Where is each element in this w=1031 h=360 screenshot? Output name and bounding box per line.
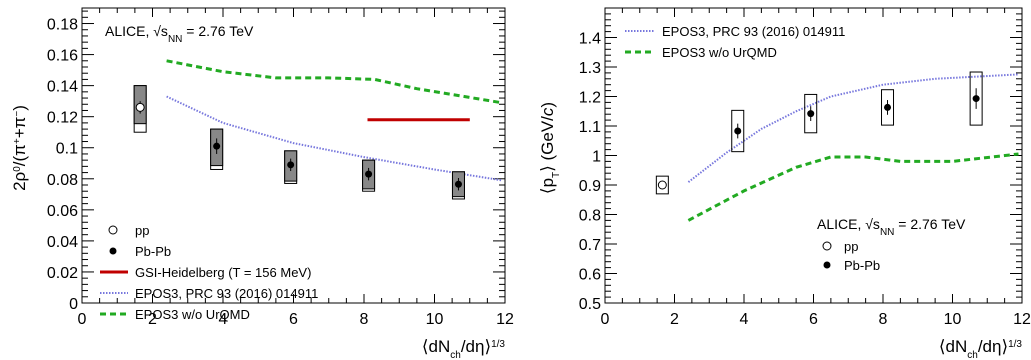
left-y-axis-label: 2ρ0/(π++π−) [10,105,29,191]
right-x-axis-label: ⟨dNch/dη⟩1/3 [939,337,1023,360]
right-ylabel-middle: ⟩ (GeV/ [538,116,557,172]
right-annotation-experiment: ALICE, [817,216,861,232]
left-y-tick-label: 0.08 [47,172,78,189]
right-legend-pbpb-marker [824,262,831,269]
right-y-tick-label: 0.5 [579,296,601,313]
left-y-tick-label: 0.14 [47,79,78,96]
right-xlabel-sup: 1/3 [1008,339,1022,350]
left-annotation-experiment: ALICE, [105,23,149,39]
right-y-tick-label: 1.3 [579,60,601,77]
right-legend-top: EPOS3, PRC 93 (2016) 014911 EPOS3 w/o Ur… [625,24,845,60]
right-legend-epos3wo-label: EPOS3 w/o UrQMD [662,45,777,60]
right-x-tick-label: 6 [809,311,818,328]
left-series-line-4 [167,61,502,103]
left-legend-pp-label: pp [135,223,149,238]
left-y-tick-label: 0.02 [47,265,78,282]
left-x-tick-label: 12 [496,311,514,328]
left-annotation-energy: = 2.76 TeV [186,23,254,39]
left-x-tick-label: 6 [289,311,298,328]
left-panel: 2ρ0/(π++π−) ⟨dNch/dη⟩1/3 ALICE, √sNN = 2… [10,8,514,360]
right-xlabel-prefix: ⟨dN [939,337,967,356]
right-series-line-3 [688,154,1018,220]
right-y-tick-label: 1.1 [579,119,601,136]
left-xlabel-middle: /dη⟩ [461,337,491,356]
left-data-point-pp [136,103,144,111]
right-xlabel-middle: /dη⟩ [978,337,1008,356]
right-y-tick-label: 0.8 [579,208,601,225]
right-x-tick-label: 2 [670,311,679,328]
right-legend-bottom: pp Pb-Pb [823,239,880,273]
left-legend-pp-marker [109,226,117,234]
left-y-tick-label: 0.12 [47,110,78,127]
right-ylabel-suffix: ) [538,102,557,108]
left-data-point-pbpb [213,143,220,150]
right-x-tick-label: 10 [944,311,962,328]
left-y-tick-label: 0.06 [47,203,78,220]
left-xlabel-sub: ch [450,350,461,360]
left-data-point-pbpb [455,181,462,188]
right-y-tick-label: 1 [592,149,601,166]
left-y-tick-label: 0.18 [47,17,78,34]
left-ylabel-prefix: 2ρ [10,172,29,191]
left-annotation-sqrt: √s [153,23,168,39]
left-data-point-pbpb [365,171,372,178]
right-data-point-pbpb [807,110,814,117]
left-x-tick-label: 8 [360,311,369,328]
right-y-tick-label: 1.2 [579,90,601,107]
right-x-tick-label: 4 [740,311,749,328]
right-y-tick-label: 0.6 [579,267,601,284]
right-xlabel-sub: ch [967,350,978,360]
left-annotation-sub: NN [168,34,182,45]
left-x-tick-label: 4 [219,311,228,328]
right-x-tick-label: 12 [1013,311,1031,328]
right-y-tick-label: 1.4 [579,31,601,48]
left-legend: pp Pb-Pb GSI-Heidelberg (T = 156 MeV) EP… [100,223,318,322]
right-x-tick-label: 0 [601,311,610,328]
right-y-axis-label: ⟨pT⟩ (GeV/c) [538,102,562,194]
left-y-tick-label: 0 [69,296,78,313]
left-y-tick-label: 0.16 [47,48,78,65]
left-x-tick-label: 0 [78,311,87,328]
right-annotation-energy: = 2.76 TeV [898,216,966,232]
left-ylabel-middle: /(π [10,144,29,166]
right-annotation-sqrt: √s [865,216,880,232]
right-y-tick-label: 0.7 [579,237,601,254]
left-xlabel-prefix: ⟨dN [422,337,450,356]
right-legend-epos3-label: EPOS3, PRC 93 (2016) 014911 [662,24,845,39]
right-annotation-sub: NN [880,227,894,238]
right-legend-pbpb-label: Pb-Pb [844,258,880,273]
left-y-tick-label: 0.1 [56,141,78,158]
right-data-point-pbpb [734,128,741,135]
left-x-axis-label: ⟨dNch/dη⟩1/3 [422,337,506,360]
right-data-point-pbpb [884,104,891,111]
left-annotation: ALICE, √sNN = 2.76 TeV [105,23,254,45]
right-legend-pp-label: pp [844,239,858,254]
left-xlabel-sup: 1/3 [491,339,505,350]
right-annotation: ALICE, √sNN = 2.76 TeV [817,216,966,238]
left-legend-pbpb-marker [110,248,117,255]
right-x-tick-label: 8 [879,311,888,328]
right-panel: ⟨pT⟩ (GeV/c) ⟨dNch/dη⟩1/3 EPOS3, PRC 93 … [538,8,1031,360]
left-x-tick-label: 10 [426,311,444,328]
left-legend-epos3-label: EPOS3, PRC 93 (2016) 014911 [135,286,318,301]
right-y-tick-label: 0.9 [579,178,601,195]
right-ylabel-prefix: ⟨p [538,178,557,194]
left-y-tick-label: 0.04 [47,234,78,251]
left-x-tick-label: 2 [148,311,157,328]
left-ylabel-suffix: ) [10,105,29,111]
left-legend-gsi-label: GSI-Heidelberg (T = 156 MeV) [135,265,311,280]
right-data-point-pp [658,181,666,189]
right-legend-pp-marker [823,242,831,250]
left-ylabel-plus: +π [10,117,29,139]
left-data-point-pbpb [287,161,294,168]
right-data-point-pbpb [973,95,980,102]
left-legend-pbpb-label: Pb-Pb [135,244,171,259]
